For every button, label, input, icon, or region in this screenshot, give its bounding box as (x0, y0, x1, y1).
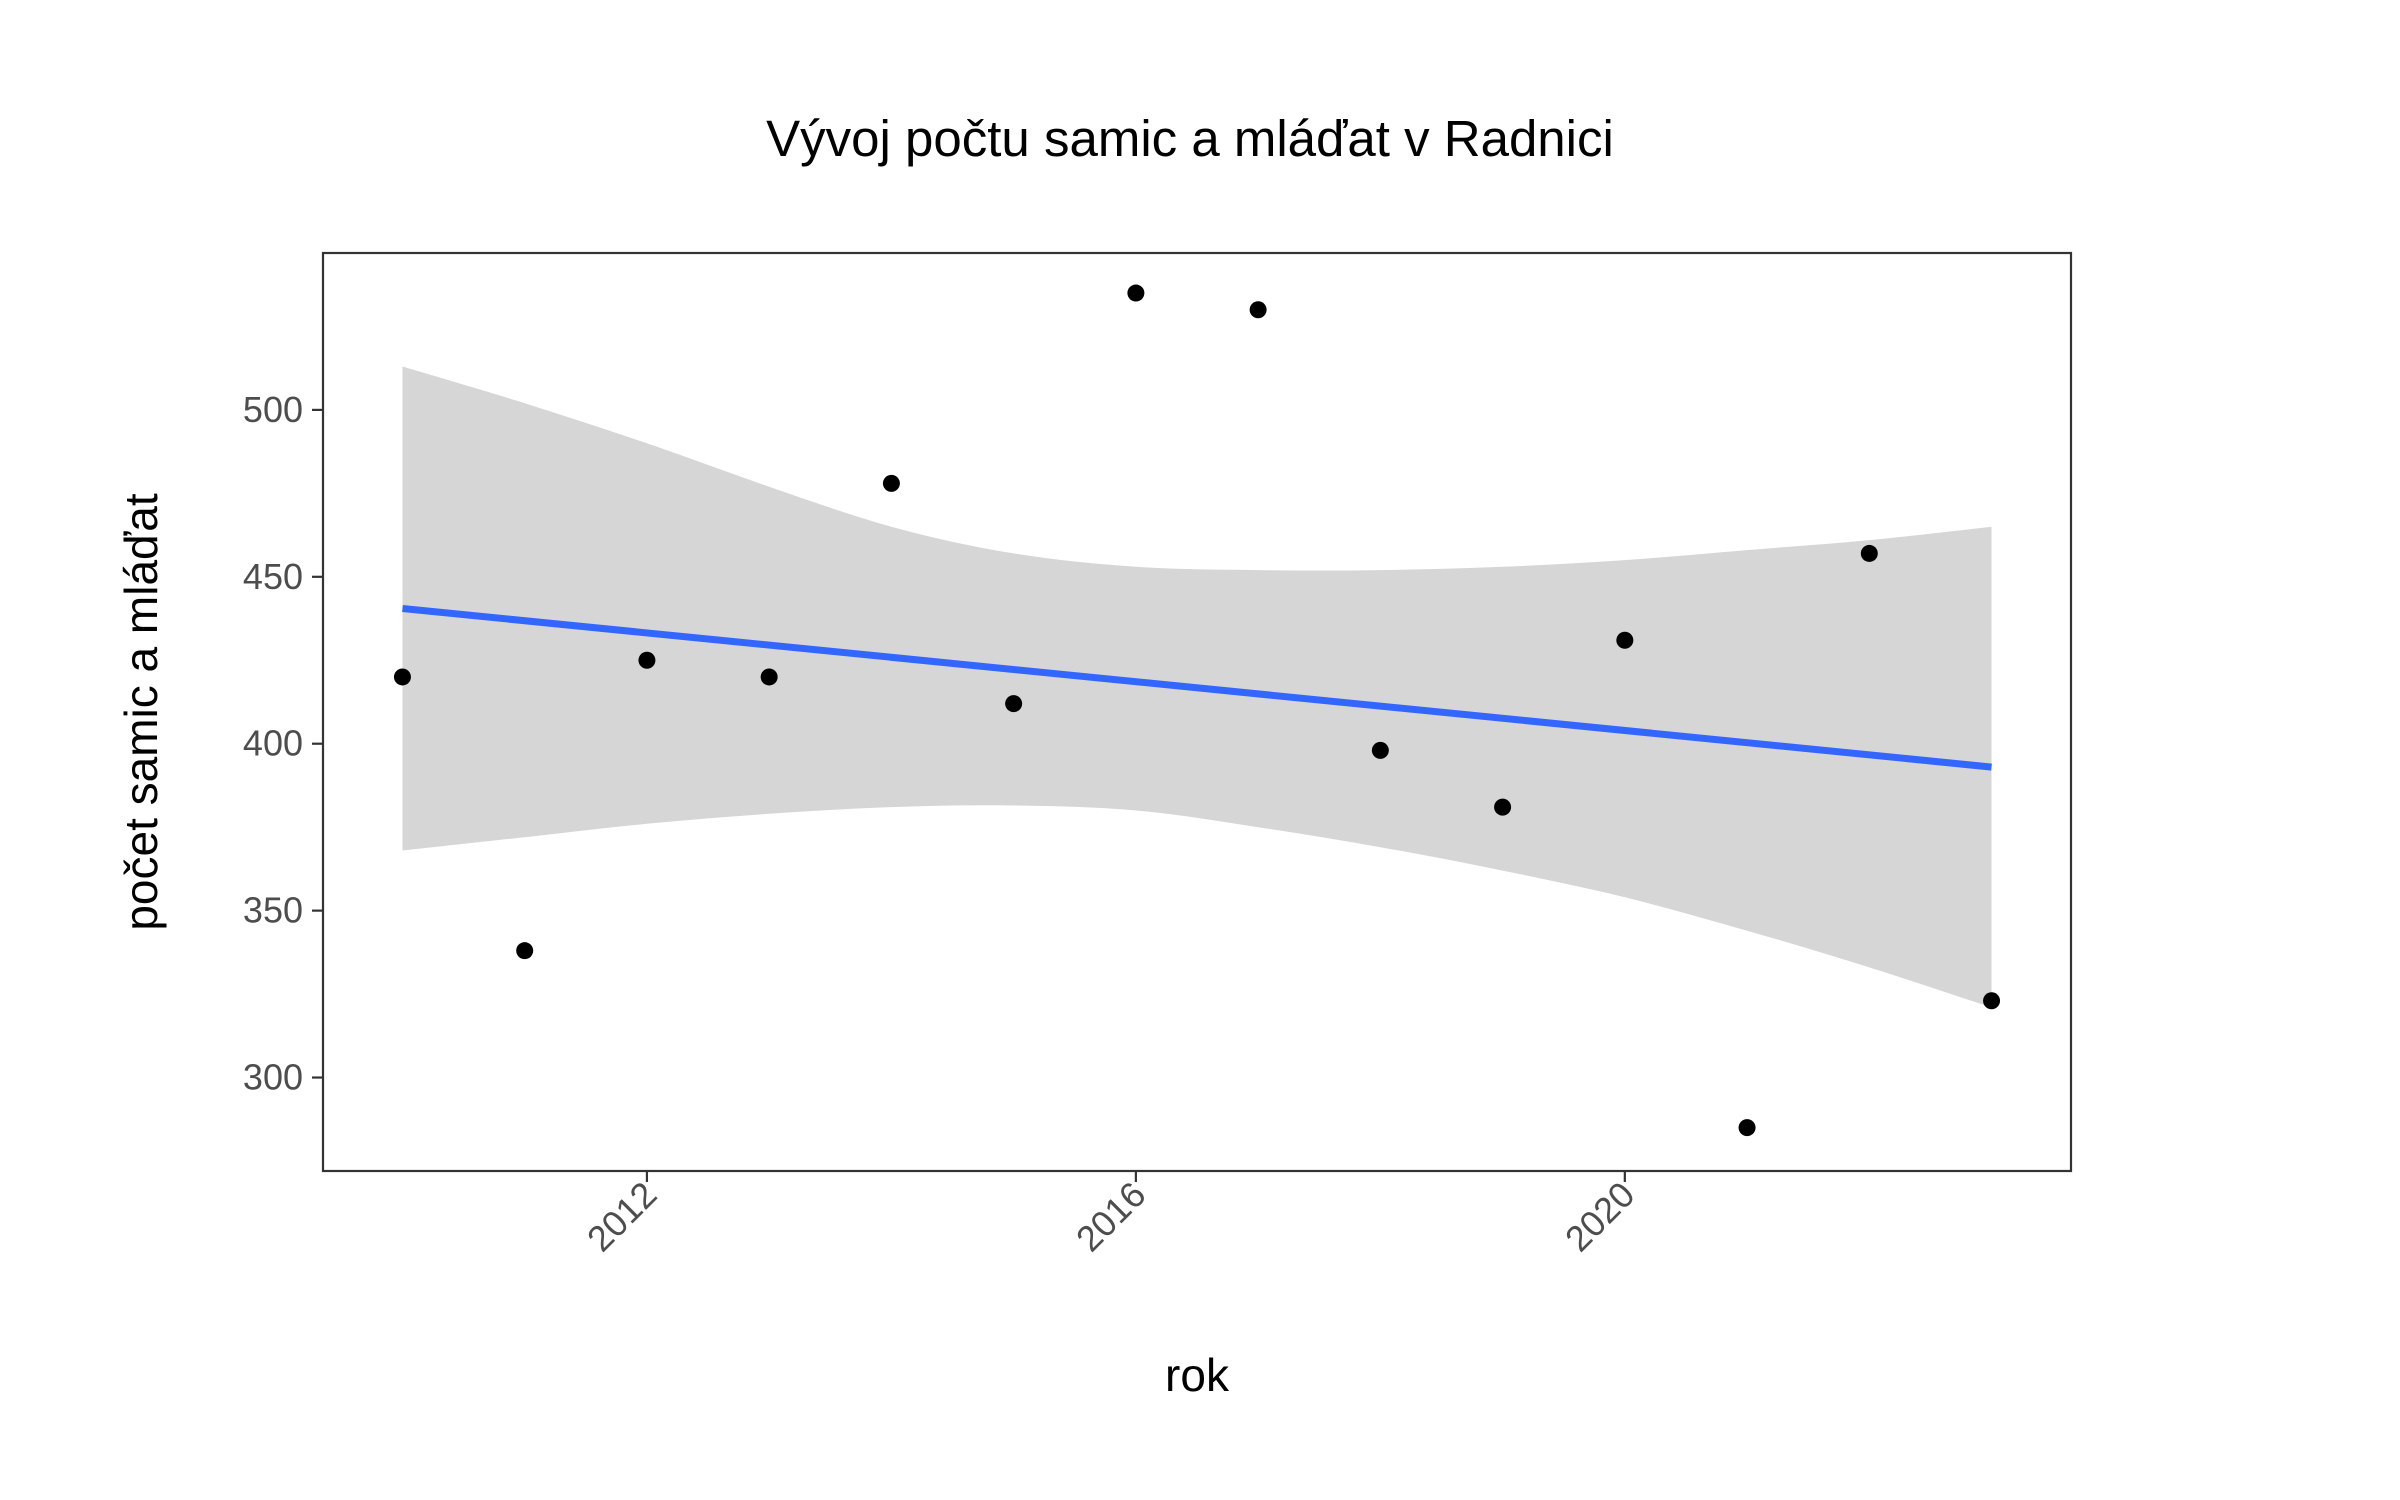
data-point-2019 (1494, 798, 1512, 816)
data-point-2012 (638, 651, 656, 669)
y-axis-title: počet samic a mláďat (115, 493, 167, 931)
plot-panel (321, 251, 2073, 1173)
data-point-2016 (1127, 284, 1145, 302)
data-point-2018 (1371, 741, 1389, 759)
y-tick-label-400: 400 (243, 723, 303, 764)
data-point-2021 (1738, 1119, 1756, 1137)
x-axis-title: rok (1165, 1349, 1230, 1401)
data-point-2010 (393, 668, 411, 686)
x-tick-label-2020: 2020 (1557, 1174, 1643, 1260)
y-tick-label-450: 450 (243, 556, 303, 597)
y-tick-label-300: 300 (243, 1057, 303, 1098)
y-tick-label-350: 350 (243, 890, 303, 931)
data-point-2023 (1983, 992, 2001, 1010)
panel-border (321, 251, 2073, 1173)
data-point-2014 (882, 474, 900, 492)
data-point-2015 (1005, 695, 1023, 713)
x-axis: 2012 2016 2020 (579, 1171, 1643, 1260)
data-point-2022 (1860, 544, 1878, 562)
x-tick-label-2012: 2012 (579, 1174, 665, 1260)
data-points (393, 284, 2001, 1137)
chart-title: Vývoj počtu samic a mláďat v Radnici (766, 110, 1614, 167)
data-point-2020 (1616, 631, 1634, 649)
x-tick-label-2016: 2016 (1068, 1174, 1154, 1260)
y-axis: 300 350 400 450 500 (243, 389, 323, 1098)
y-tick-label-500: 500 (243, 389, 303, 430)
data-point-2013 (760, 668, 778, 686)
data-point-2017 (1249, 301, 1267, 319)
data-point-2011 (516, 942, 534, 960)
trend-line (402, 605, 1992, 771)
